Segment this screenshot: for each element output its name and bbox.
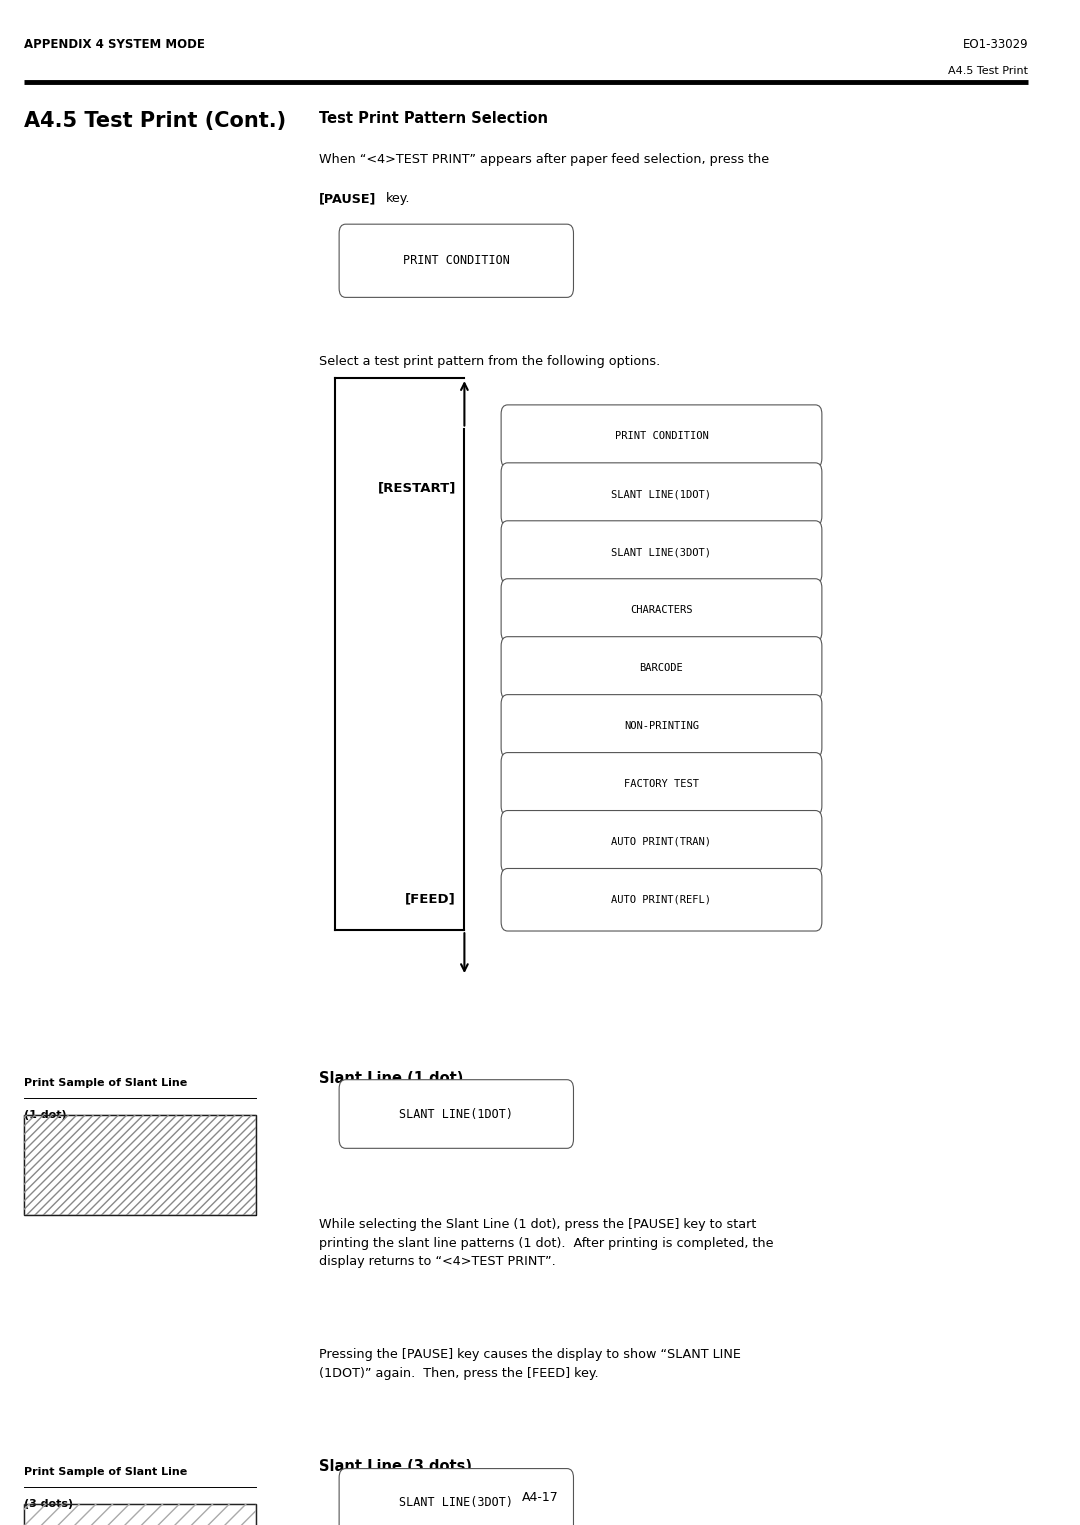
Text: SLANT LINE(3DOT): SLANT LINE(3DOT): [611, 547, 712, 557]
Text: A4.5 Test Print: A4.5 Test Print: [948, 66, 1028, 76]
Text: (3 dots): (3 dots): [24, 1499, 72, 1510]
Text: PRINT CONDITION: PRINT CONDITION: [403, 255, 510, 267]
Text: key.: key.: [386, 192, 410, 206]
Text: CHARACTERS: CHARACTERS: [631, 605, 692, 615]
FancyBboxPatch shape: [501, 522, 822, 584]
Text: Test Print Pattern Selection: Test Print Pattern Selection: [319, 111, 548, 127]
FancyBboxPatch shape: [339, 1080, 573, 1148]
FancyBboxPatch shape: [501, 580, 822, 642]
Text: Slant Line (3 dots): Slant Line (3 dots): [319, 1459, 472, 1475]
Text: When “<4>TEST PRINT” appears after paper feed selection, press the: When “<4>TEST PRINT” appears after paper…: [319, 152, 769, 166]
Text: [FEED]: [FEED]: [405, 892, 456, 906]
Text: Select a test print pattern from the following options.: Select a test print pattern from the fol…: [319, 355, 660, 369]
Text: Print Sample of Slant Line: Print Sample of Slant Line: [24, 1078, 187, 1089]
Text: While selecting the Slant Line (1 dot), press the [PAUSE] key to start
printing : While selecting the Slant Line (1 dot), …: [319, 1218, 773, 1269]
Text: A4.5 Test Print (Cont.): A4.5 Test Print (Cont.): [24, 111, 286, 131]
FancyBboxPatch shape: [339, 1469, 573, 1525]
Text: PRINT CONDITION: PRINT CONDITION: [615, 432, 708, 441]
Text: A4-17: A4-17: [522, 1491, 558, 1505]
Bar: [24, 1115, 256, 1215]
Text: NON-PRINTING: NON-PRINTING: [624, 721, 699, 730]
Text: Print Sample of Slant Line: Print Sample of Slant Line: [24, 1467, 187, 1478]
Bar: [24, 1115, 256, 1215]
Text: EO1-33029: EO1-33029: [962, 38, 1028, 52]
FancyBboxPatch shape: [501, 464, 822, 526]
FancyBboxPatch shape: [501, 811, 822, 874]
Text: [PAUSE]: [PAUSE]: [319, 192, 376, 206]
FancyBboxPatch shape: [501, 637, 822, 700]
Text: AUTO PRINT(TRAN): AUTO PRINT(TRAN): [611, 837, 712, 846]
Text: BARCODE: BARCODE: [639, 663, 684, 673]
Text: [RESTART]: [RESTART]: [377, 482, 456, 496]
Text: (1 dot): (1 dot): [24, 1110, 66, 1121]
Text: Slant Line (1 dot): Slant Line (1 dot): [319, 1071, 463, 1086]
Text: SLANT LINE(1DOT): SLANT LINE(1DOT): [400, 1107, 513, 1121]
Text: SLANT LINE(1DOT): SLANT LINE(1DOT): [611, 490, 712, 499]
Text: Pressing the [PAUSE] key causes the display to show “SLANT LINE
(1DOT)” again.  : Pressing the [PAUSE] key causes the disp…: [319, 1348, 741, 1380]
Bar: [24, 1504, 256, 1525]
Text: SLANT LINE(3DOT): SLANT LINE(3DOT): [400, 1496, 513, 1510]
FancyBboxPatch shape: [501, 406, 822, 468]
FancyBboxPatch shape: [501, 695, 822, 758]
FancyBboxPatch shape: [339, 224, 573, 297]
Text: FACTORY TEST: FACTORY TEST: [624, 779, 699, 788]
Bar: [24, 1504, 256, 1525]
FancyBboxPatch shape: [501, 753, 822, 816]
Text: APPENDIX 4 SYSTEM MODE: APPENDIX 4 SYSTEM MODE: [24, 38, 204, 52]
Text: AUTO PRINT(REFL): AUTO PRINT(REFL): [611, 895, 712, 904]
FancyBboxPatch shape: [501, 869, 822, 932]
